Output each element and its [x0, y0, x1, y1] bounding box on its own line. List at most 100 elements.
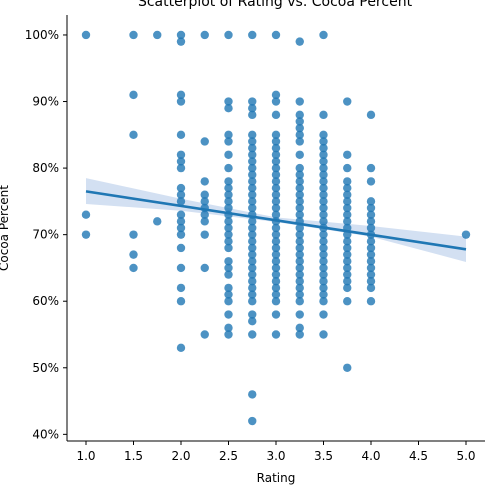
- data-point: [366, 177, 376, 186]
- data-point: [176, 283, 186, 293]
- data-point: [224, 130, 233, 140]
- data-point: [248, 177, 257, 186]
- data-point: [319, 130, 328, 140]
- data-point: [295, 237, 304, 246]
- data-point: [319, 210, 328, 219]
- data-point: [176, 30, 186, 40]
- data-point: [319, 150, 328, 159]
- data-point: [343, 237, 352, 246]
- data-point: [248, 110, 257, 120]
- data-point: [295, 177, 304, 186]
- data-point: [271, 177, 281, 186]
- data-point: [153, 30, 162, 40]
- data-point: [200, 230, 209, 239]
- data-point: [248, 97, 257, 106]
- data-point: [224, 97, 233, 106]
- data-point: [176, 183, 186, 193]
- data-point: [224, 290, 233, 299]
- y-tick-label: 60%: [32, 294, 59, 308]
- data-point: [248, 130, 257, 140]
- data-point: [176, 210, 186, 219]
- data-point: [176, 150, 186, 159]
- data-point: [295, 197, 304, 206]
- data-point: [366, 270, 376, 279]
- data-point: [343, 190, 352, 199]
- data-point: [295, 330, 304, 339]
- data-point: [295, 310, 304, 319]
- data-point: [153, 217, 162, 226]
- data-point: [295, 230, 304, 239]
- data-point: [366, 283, 376, 293]
- data-point: [176, 297, 186, 306]
- data-point: [200, 263, 209, 273]
- data-point: [248, 390, 257, 399]
- data-point: [319, 243, 328, 253]
- data-point: [176, 90, 186, 100]
- data-point: [271, 297, 281, 306]
- data-point: [295, 110, 304, 120]
- data-point: [224, 243, 233, 253]
- y-tick-label: 50%: [32, 361, 59, 375]
- data-point: [366, 297, 376, 306]
- y-tick-label: 90%: [32, 95, 59, 109]
- data-point: [224, 177, 233, 186]
- data-point: [224, 297, 233, 306]
- x-axis-label: Rating: [257, 471, 296, 485]
- data-point: [248, 197, 257, 206]
- data-point: [295, 263, 304, 273]
- x-tick-label: 4.0: [361, 449, 380, 463]
- data-point: [176, 230, 186, 239]
- data-point: [271, 150, 281, 159]
- data-point: [295, 277, 304, 286]
- data-point: [271, 243, 281, 253]
- data-point: [319, 197, 328, 206]
- data-point: [343, 183, 352, 193]
- data-point: [271, 157, 281, 166]
- data-point: [271, 90, 281, 100]
- data-point: [224, 237, 233, 246]
- data-point: [129, 230, 138, 239]
- data-point: [319, 290, 328, 299]
- data-point: [224, 263, 233, 273]
- data-point: [271, 257, 281, 266]
- data-point: [248, 203, 257, 213]
- x-tick-label: 4.5: [409, 449, 428, 463]
- data-point: [343, 217, 352, 226]
- data-point: [319, 263, 328, 273]
- data-point: [176, 190, 186, 199]
- y-tick-label: 70%: [32, 228, 59, 242]
- data-point: [224, 163, 233, 173]
- data-point: [200, 137, 209, 146]
- data-point: [366, 223, 376, 233]
- data-point: [366, 257, 376, 266]
- data-point: [295, 123, 304, 133]
- data-point: [248, 263, 257, 273]
- x-tick-label: 3.5: [314, 449, 333, 463]
- data-point: [295, 257, 304, 266]
- data-point: [200, 30, 209, 40]
- data-point: [295, 203, 304, 213]
- data-point: [81, 210, 91, 219]
- data-point: [224, 197, 233, 206]
- data-point: [248, 170, 257, 179]
- data-point: [224, 257, 233, 266]
- data-point: [176, 130, 186, 140]
- data-point: [271, 170, 281, 179]
- data-point: [343, 203, 352, 213]
- data-point: [295, 130, 304, 140]
- data-point: [248, 277, 257, 286]
- x-tick-label: 1.0: [76, 449, 95, 463]
- data-point: [295, 97, 304, 106]
- y-axis-label: Cocoa Percent: [0, 185, 11, 271]
- data-point: [366, 210, 376, 219]
- data-point: [176, 37, 186, 46]
- data-point: [295, 170, 304, 179]
- data-point: [319, 177, 328, 186]
- data-point: [295, 163, 304, 173]
- data-point: [248, 297, 257, 306]
- data-point: [248, 243, 257, 253]
- data-point: [81, 30, 91, 40]
- data-point: [271, 230, 281, 239]
- data-point: [176, 97, 186, 106]
- data-point: [248, 330, 257, 339]
